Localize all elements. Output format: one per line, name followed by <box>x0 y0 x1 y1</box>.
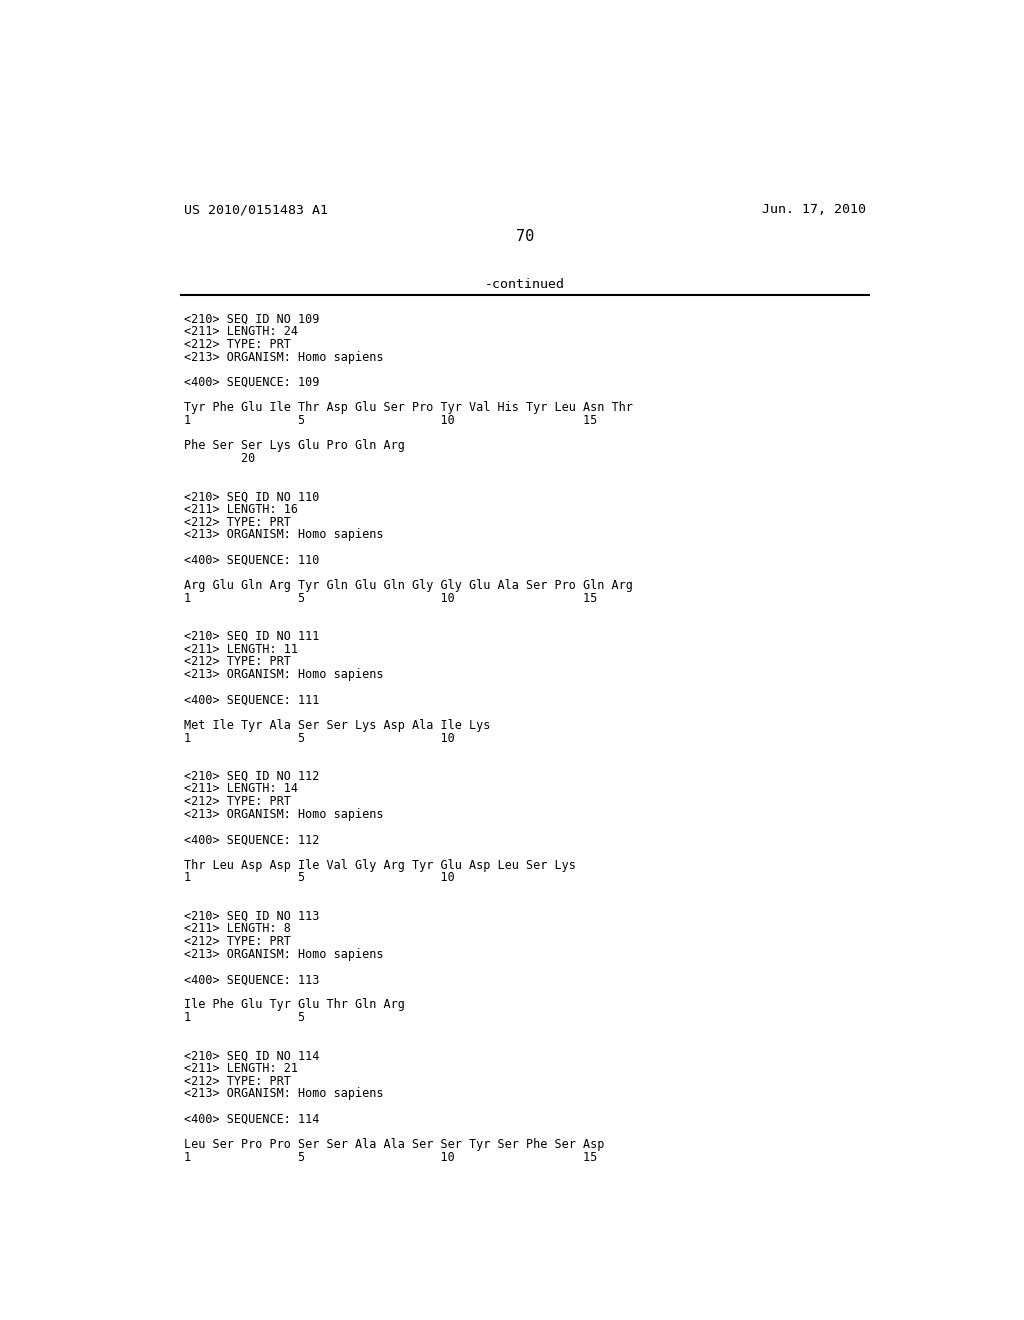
Text: -continued: -continued <box>484 277 565 290</box>
Text: <210> SEQ ID NO 112: <210> SEQ ID NO 112 <box>183 770 319 783</box>
Text: Met Ile Tyr Ala Ser Ser Lys Asp Ala Ile Lys: Met Ile Tyr Ala Ser Ser Lys Asp Ala Ile … <box>183 719 490 733</box>
Text: <210> SEQ ID NO 113: <210> SEQ ID NO 113 <box>183 909 319 923</box>
Text: <400> SEQUENCE: 111: <400> SEQUENCE: 111 <box>183 693 319 706</box>
Text: <211> LENGTH: 8: <211> LENGTH: 8 <box>183 923 291 936</box>
Text: <212> TYPE: PRT: <212> TYPE: PRT <box>183 516 291 529</box>
Text: <213> ORGANISM: Homo sapiens: <213> ORGANISM: Homo sapiens <box>183 808 383 821</box>
Text: <212> TYPE: PRT: <212> TYPE: PRT <box>183 935 291 948</box>
Text: Ile Phe Glu Tyr Glu Thr Gln Arg: Ile Phe Glu Tyr Glu Thr Gln Arg <box>183 998 404 1011</box>
Text: <212> TYPE: PRT: <212> TYPE: PRT <box>183 1074 291 1088</box>
Text: <211> LENGTH: 16: <211> LENGTH: 16 <box>183 503 298 516</box>
Text: <210> SEQ ID NO 110: <210> SEQ ID NO 110 <box>183 490 319 503</box>
Text: 1               5                   10: 1 5 10 <box>183 731 455 744</box>
Text: <211> LENGTH: 21: <211> LENGTH: 21 <box>183 1063 298 1074</box>
Text: <213> ORGANISM: Homo sapiens: <213> ORGANISM: Homo sapiens <box>183 668 383 681</box>
Text: 1               5                   10                  15: 1 5 10 15 <box>183 414 597 428</box>
Text: <213> ORGANISM: Homo sapiens: <213> ORGANISM: Homo sapiens <box>183 1088 383 1101</box>
Text: <212> TYPE: PRT: <212> TYPE: PRT <box>183 656 291 668</box>
Text: 1               5: 1 5 <box>183 1011 305 1024</box>
Text: <400> SEQUENCE: 110: <400> SEQUENCE: 110 <box>183 554 319 566</box>
Text: <400> SEQUENCE: 113: <400> SEQUENCE: 113 <box>183 973 319 986</box>
Text: Leu Ser Pro Pro Ser Ser Ala Ala Ser Ser Tyr Ser Phe Ser Asp: Leu Ser Pro Pro Ser Ser Ala Ala Ser Ser … <box>183 1138 604 1151</box>
Text: <400> SEQUENCE: 112: <400> SEQUENCE: 112 <box>183 833 319 846</box>
Text: 20: 20 <box>183 453 255 465</box>
Text: Jun. 17, 2010: Jun. 17, 2010 <box>762 203 866 216</box>
Text: <212> TYPE: PRT: <212> TYPE: PRT <box>183 795 291 808</box>
Text: <210> SEQ ID NO 109: <210> SEQ ID NO 109 <box>183 313 319 326</box>
Text: <210> SEQ ID NO 114: <210> SEQ ID NO 114 <box>183 1049 319 1063</box>
Text: <400> SEQUENCE: 109: <400> SEQUENCE: 109 <box>183 376 319 389</box>
Text: 1               5                   10                  15: 1 5 10 15 <box>183 1151 597 1164</box>
Text: <210> SEQ ID NO 111: <210> SEQ ID NO 111 <box>183 630 319 643</box>
Text: Thr Leu Asp Asp Ile Val Gly Arg Tyr Glu Asp Leu Ser Lys: Thr Leu Asp Asp Ile Val Gly Arg Tyr Glu … <box>183 859 575 871</box>
Text: <213> ORGANISM: Homo sapiens: <213> ORGANISM: Homo sapiens <box>183 528 383 541</box>
Text: <211> LENGTH: 14: <211> LENGTH: 14 <box>183 783 298 796</box>
Text: <400> SEQUENCE: 114: <400> SEQUENCE: 114 <box>183 1113 319 1126</box>
Text: Arg Glu Gln Arg Tyr Gln Glu Gln Gly Gly Glu Ala Ser Pro Gln Arg: Arg Glu Gln Arg Tyr Gln Glu Gln Gly Gly … <box>183 579 633 593</box>
Text: 1               5                   10                  15: 1 5 10 15 <box>183 591 597 605</box>
Text: <213> ORGANISM: Homo sapiens: <213> ORGANISM: Homo sapiens <box>183 948 383 961</box>
Text: 1               5                   10: 1 5 10 <box>183 871 455 884</box>
Text: <212> TYPE: PRT: <212> TYPE: PRT <box>183 338 291 351</box>
Text: Tyr Phe Glu Ile Thr Asp Glu Ser Pro Tyr Val His Tyr Leu Asn Thr: Tyr Phe Glu Ile Thr Asp Glu Ser Pro Tyr … <box>183 401 633 414</box>
Text: <211> LENGTH: 11: <211> LENGTH: 11 <box>183 643 298 656</box>
Text: Phe Ser Ser Lys Glu Pro Gln Arg: Phe Ser Ser Lys Glu Pro Gln Arg <box>183 440 404 453</box>
Text: 70: 70 <box>516 230 534 244</box>
Text: <213> ORGANISM: Homo sapiens: <213> ORGANISM: Homo sapiens <box>183 351 383 363</box>
Text: US 2010/0151483 A1: US 2010/0151483 A1 <box>183 203 328 216</box>
Text: <211> LENGTH: 24: <211> LENGTH: 24 <box>183 325 298 338</box>
